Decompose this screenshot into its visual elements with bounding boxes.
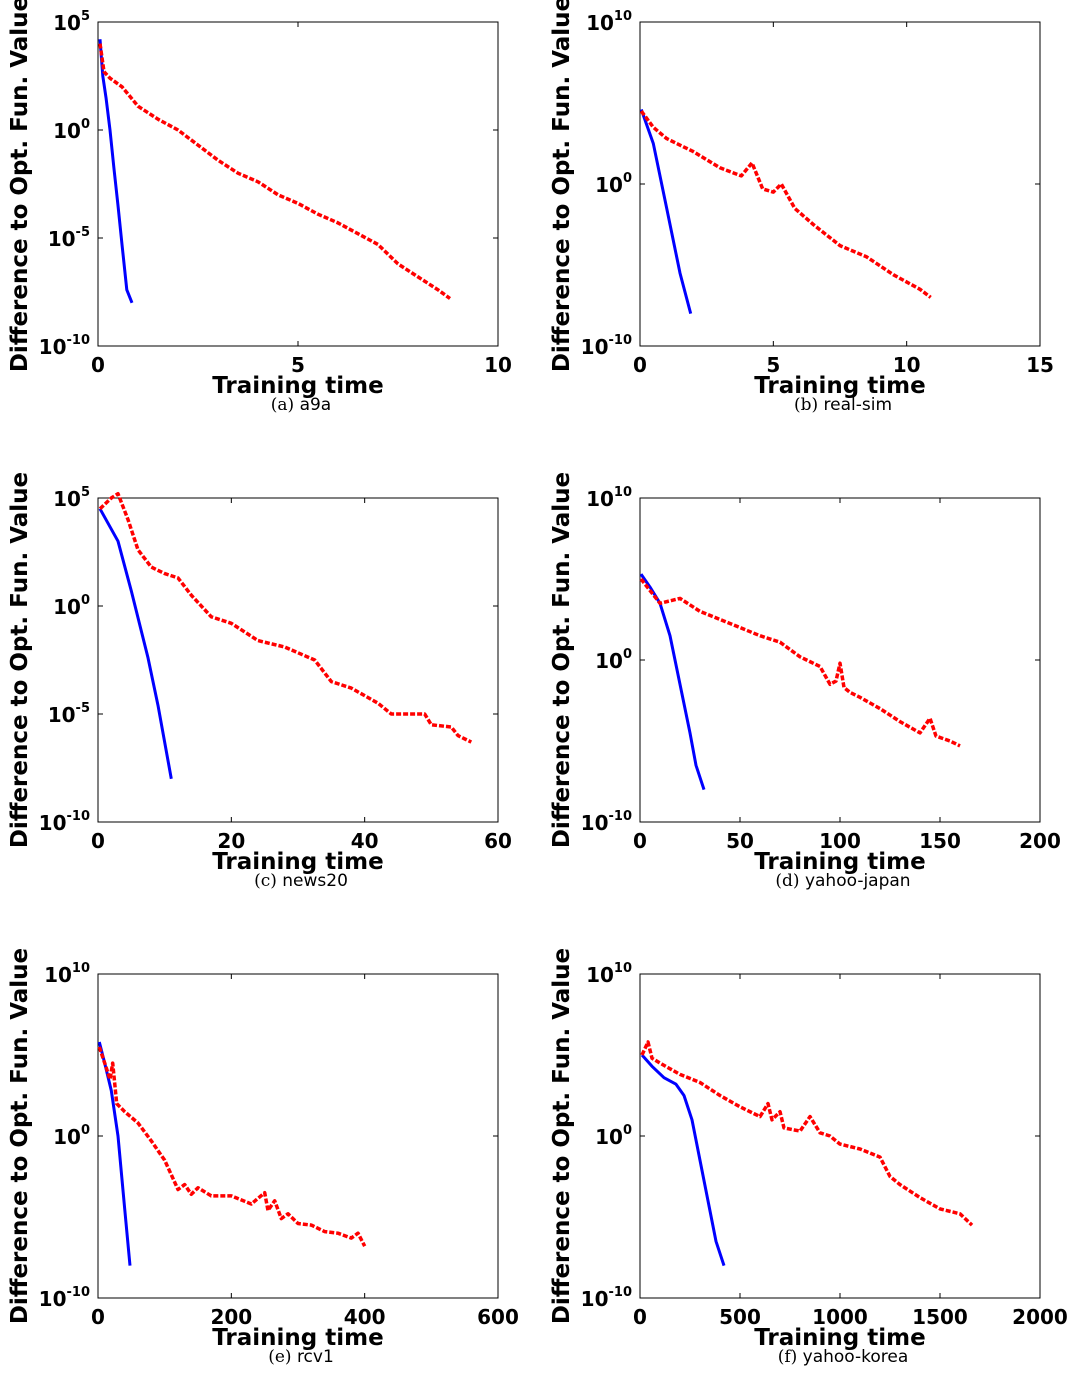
caption-dataset-name: news20	[282, 871, 348, 891]
y-axis-label: Difference to Opt. Fun. Value	[7, 948, 33, 1324]
caption-dataset-name: real-sim	[824, 395, 893, 415]
series-line-solid-blue	[639, 573, 706, 791]
x-tick-label: 100	[819, 829, 861, 853]
x-tick-label: 60	[484, 829, 512, 853]
panel-4: 0 50 100 150 200 10-10 100 1010 Training time Dif…	[549, 472, 1061, 891]
series-line-solid-blue	[98, 39, 134, 304]
y-tick-label: 100	[53, 593, 90, 619]
panel-caption: (f) yahoo-korea	[778, 1347, 909, 1367]
y-axis-label: Difference to Opt. Fun. Value	[7, 0, 33, 372]
x-tick-label: 150	[919, 829, 961, 853]
y-tick-label: 1010	[44, 961, 90, 987]
x-tick-label: 0	[91, 1305, 105, 1329]
x-tick-label: 50	[726, 829, 754, 853]
series-line-dotted-red	[639, 577, 961, 748]
x-tick-label: 5	[291, 353, 305, 377]
plot-frame	[639, 973, 1041, 1299]
x-tick-label: 10	[893, 353, 921, 377]
x-tick-label: 10	[484, 353, 512, 377]
y-tick-label: 10-10	[581, 809, 632, 835]
y-tick-label: 1010	[586, 485, 632, 511]
plot-frame	[97, 497, 499, 823]
plot-frame	[97, 21, 499, 347]
y-tick-label: 100	[53, 117, 90, 143]
x-tick-label: 2000	[1012, 1305, 1068, 1329]
y-tick-label: 100	[595, 171, 632, 197]
panel-caption: (c) news20	[254, 871, 348, 891]
series-line-dotted-red	[640, 1040, 974, 1227]
x-tick-label: 200	[1019, 829, 1061, 853]
y-axis-label: Difference to Opt. Fun. Value	[549, 0, 575, 372]
y-tick-label: 105	[53, 9, 90, 35]
panel-3: 0 20 40 60 10-10 10-5 100 105 Training time Diffe…	[7, 472, 512, 891]
series-line-solid-blue	[98, 508, 173, 780]
x-tick-label: 200	[210, 1305, 252, 1329]
y-tick-label: 10-10	[39, 1285, 90, 1311]
plot-frame	[97, 973, 499, 1299]
y-tick-label: 10-10	[581, 333, 632, 359]
x-tick-label: 20	[217, 829, 245, 853]
x-axis-label: Training time	[754, 849, 925, 875]
series-line-dotted-red	[639, 110, 932, 299]
x-tick-label: 0	[91, 829, 105, 853]
caption-index: (b)	[794, 395, 824, 415]
x-axis-label: Training time	[212, 849, 383, 875]
x-tick-label: 1000	[812, 1305, 868, 1329]
caption-index: (c)	[254, 871, 282, 891]
series-line-dotted-red	[98, 491, 473, 744]
x-tick-label: 40	[351, 829, 379, 853]
y-axis-label: Difference to Opt. Fun. Value	[7, 472, 33, 848]
x-axis-label: Training time	[212, 1325, 383, 1351]
panel-caption: (a) a9a	[271, 395, 331, 415]
panel-caption: (b) real-sim	[794, 395, 892, 415]
panel-1: 0 5 10 10-10 10-5 100 105 Training time Differen…	[7, 0, 512, 415]
x-tick-label: 1500	[912, 1305, 968, 1329]
x-tick-label: 15	[1026, 353, 1054, 377]
caption-index: (f)	[778, 1347, 803, 1367]
x-tick-label: 500	[719, 1305, 761, 1329]
y-tick-label: 10-5	[48, 701, 90, 727]
y-tick-label: 10-10	[581, 1285, 632, 1311]
panel-2: 0 5 10 15 10-10 100 1010 Training time Differenc…	[549, 0, 1054, 415]
series-line-solid-blue	[640, 1054, 726, 1267]
caption-dataset-name: rcv1	[297, 1347, 334, 1367]
y-axis-label: Difference to Opt. Fun. Value	[549, 948, 575, 1324]
caption-dataset-name: yahoo-korea	[803, 1347, 909, 1367]
caption-dataset-name: yahoo-japan	[805, 871, 911, 891]
panel-caption: (d) yahoo-japan	[775, 871, 910, 891]
caption-index: (e)	[268, 1347, 297, 1367]
x-tick-label: 0	[633, 353, 647, 377]
x-axis-label: Training time	[754, 1325, 925, 1351]
caption-index: (a)	[271, 395, 300, 415]
y-tick-label: 105	[53, 485, 90, 511]
panel-caption: (e) rcv1	[268, 1347, 334, 1367]
series-line-solid-blue	[97, 1041, 132, 1266]
panel-6: 0 500 1000 1500 2000 10-10 100 1010 Training tim…	[549, 948, 1068, 1367]
y-tick-label: 10-5	[48, 225, 90, 251]
x-axis-label: Training time	[754, 373, 925, 399]
y-tick-label: 100	[595, 1123, 632, 1149]
x-tick-label: 600	[477, 1305, 519, 1329]
y-tick-label: 100	[53, 1123, 90, 1149]
y-tick-label: 10-10	[39, 809, 90, 835]
series-line-dotted-red	[98, 43, 452, 300]
x-axis-label: Training time	[212, 373, 383, 399]
panel-5: 0 200 400 600 10-10 100 1010 Training time Diffe…	[7, 948, 519, 1367]
y-tick-label: 1010	[586, 961, 632, 987]
x-tick-label: 0	[633, 1305, 647, 1329]
series-line-solid-blue	[639, 109, 693, 314]
plot-frame	[639, 21, 1041, 347]
caption-dataset-name: a9a	[300, 395, 332, 415]
y-tick-label: 10-10	[39, 333, 90, 359]
x-tick-label: 5	[766, 353, 780, 377]
y-tick-label: 1010	[586, 9, 632, 35]
x-tick-label: 0	[633, 829, 647, 853]
series-line-dotted-red	[97, 1046, 367, 1248]
x-tick-label: 0	[91, 353, 105, 377]
y-axis-label: Difference to Opt. Fun. Value	[549, 472, 575, 848]
x-tick-label: 400	[344, 1305, 386, 1329]
y-tick-label: 100	[595, 647, 632, 673]
caption-index: (d)	[775, 871, 805, 891]
